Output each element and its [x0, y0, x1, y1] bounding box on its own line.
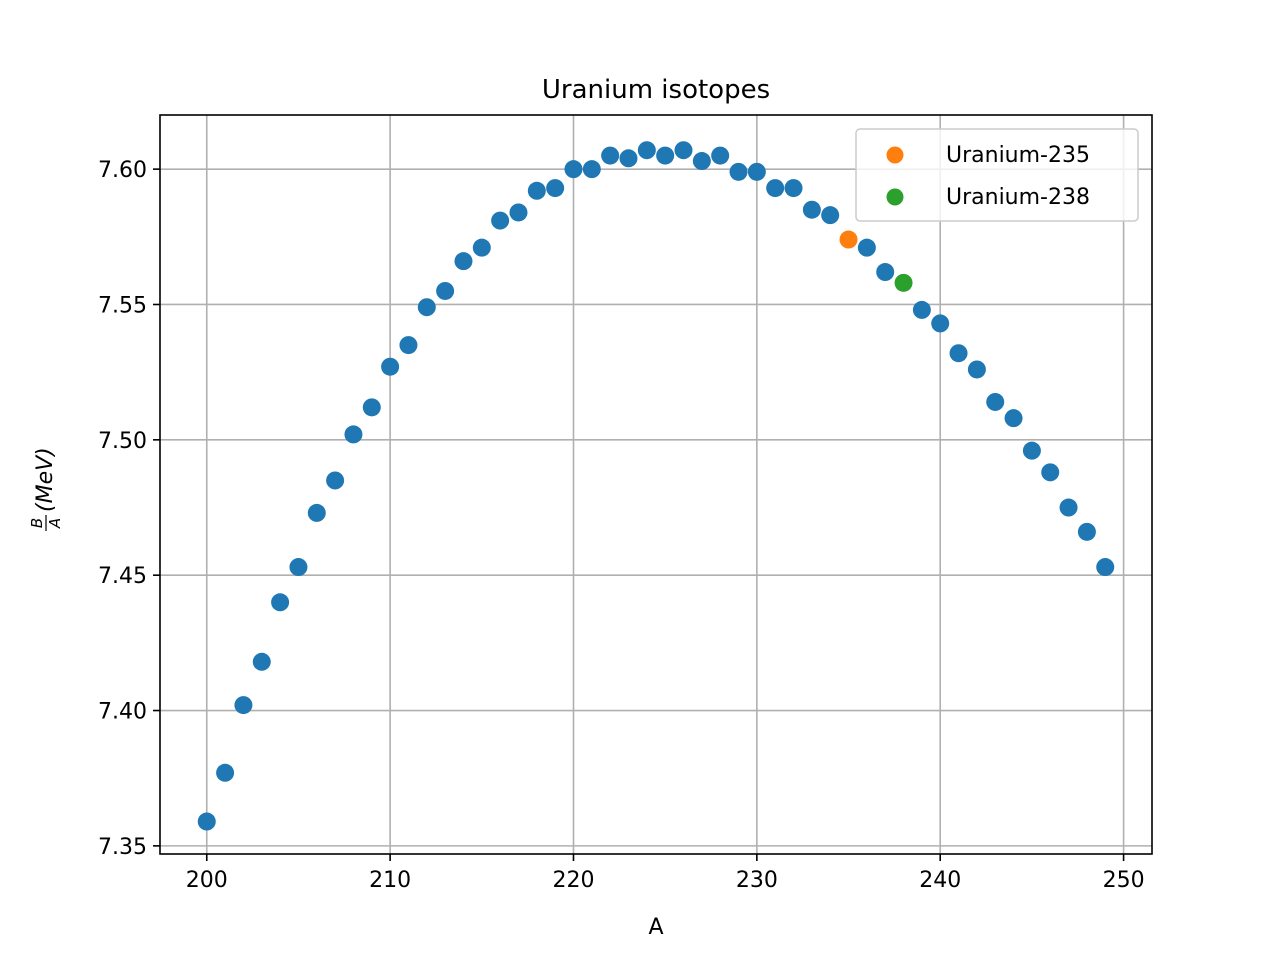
x-tick-label: 220: [552, 868, 594, 893]
legend-box: [855, 128, 1139, 222]
data-point: [1096, 558, 1115, 577]
data-point: [967, 360, 986, 379]
data-point: [417, 298, 436, 317]
data-point: [454, 252, 473, 271]
ticks: 200 210 220 230 240 250 7.35 7.40 7.45 7.50 7.55 7.…: [98, 158, 1145, 893]
data-point: [1041, 463, 1060, 482]
y-tick-label: 7.35: [98, 835, 147, 860]
data-point: [491, 211, 510, 230]
data-point: [307, 503, 326, 522]
data-point: [252, 652, 271, 671]
legend: Uranium-235 Uranium-238: [855, 128, 1139, 222]
data-point: [381, 357, 400, 376]
y-tick-label: 7.55: [98, 293, 147, 318]
data-point: [1022, 441, 1041, 460]
data-point: [766, 179, 785, 198]
legend-label-uranium-238: Uranium-238: [946, 185, 1090, 210]
data-point: [802, 200, 821, 219]
data-point: [216, 763, 235, 782]
x-tick-label: 250: [1103, 868, 1145, 893]
data-point: [674, 141, 693, 160]
data-point: [986, 392, 1005, 411]
data-point: [362, 398, 381, 417]
data-point: [857, 238, 876, 257]
data-point: [729, 162, 748, 181]
data-point: [344, 425, 363, 444]
data-point: [692, 152, 711, 171]
data-point: [509, 203, 528, 222]
x-tick-label: 240: [919, 868, 961, 893]
data-point: [527, 181, 546, 200]
x-tick-label: 210: [369, 868, 411, 893]
y-tick-label: 7.45: [98, 564, 147, 589]
y-axis-label-numerator: B: [28, 518, 46, 528]
data-point: [876, 263, 895, 282]
data-point: [582, 160, 601, 179]
data-point: [546, 179, 565, 198]
data-point: [747, 162, 766, 181]
data-point: [399, 336, 418, 355]
data-point: [564, 160, 583, 179]
data-point: [931, 314, 950, 333]
data-points: [197, 141, 1115, 831]
y-tick-label: 7.50: [98, 429, 147, 454]
y-tick-label: 7.40: [98, 700, 147, 725]
y-tick-label: 7.60: [98, 158, 147, 183]
data-point: [784, 179, 803, 198]
data-point: [1077, 522, 1096, 541]
x-tick-label: 200: [186, 868, 228, 893]
data-point: [326, 471, 345, 490]
data-point: [472, 238, 491, 257]
data-point: [1004, 409, 1023, 428]
data-point: [271, 593, 290, 612]
grid: [160, 115, 1152, 854]
legend-marker-uranium-238: [886, 188, 904, 206]
data-point: [436, 281, 455, 300]
data-point: [894, 273, 913, 292]
data-point: [839, 230, 858, 249]
data-point: [949, 344, 968, 363]
plot-frame: [159, 114, 1153, 855]
data-point: [1059, 498, 1078, 517]
y-axis-label-denominator: A: [46, 518, 64, 529]
data-point: [234, 696, 253, 715]
data-point: [197, 812, 216, 831]
data-point: [821, 206, 840, 225]
data-point: [711, 146, 730, 165]
data-point: [289, 558, 308, 577]
data-point: [619, 149, 638, 168]
data-point: [637, 141, 656, 160]
y-axis-label-unit: (MeV): [33, 447, 58, 512]
x-tick-label: 230: [736, 868, 778, 893]
data-point: [656, 146, 675, 165]
y-axis-label: B A (MeV): [28, 447, 64, 531]
chart-title: Uranium isotopes: [542, 75, 770, 105]
legend-marker-uranium-235: [886, 146, 904, 164]
data-point: [912, 300, 931, 319]
data-point: [601, 146, 620, 165]
legend-label-uranium-235: Uranium-235: [946, 143, 1090, 168]
x-axis-label: A: [648, 915, 663, 940]
